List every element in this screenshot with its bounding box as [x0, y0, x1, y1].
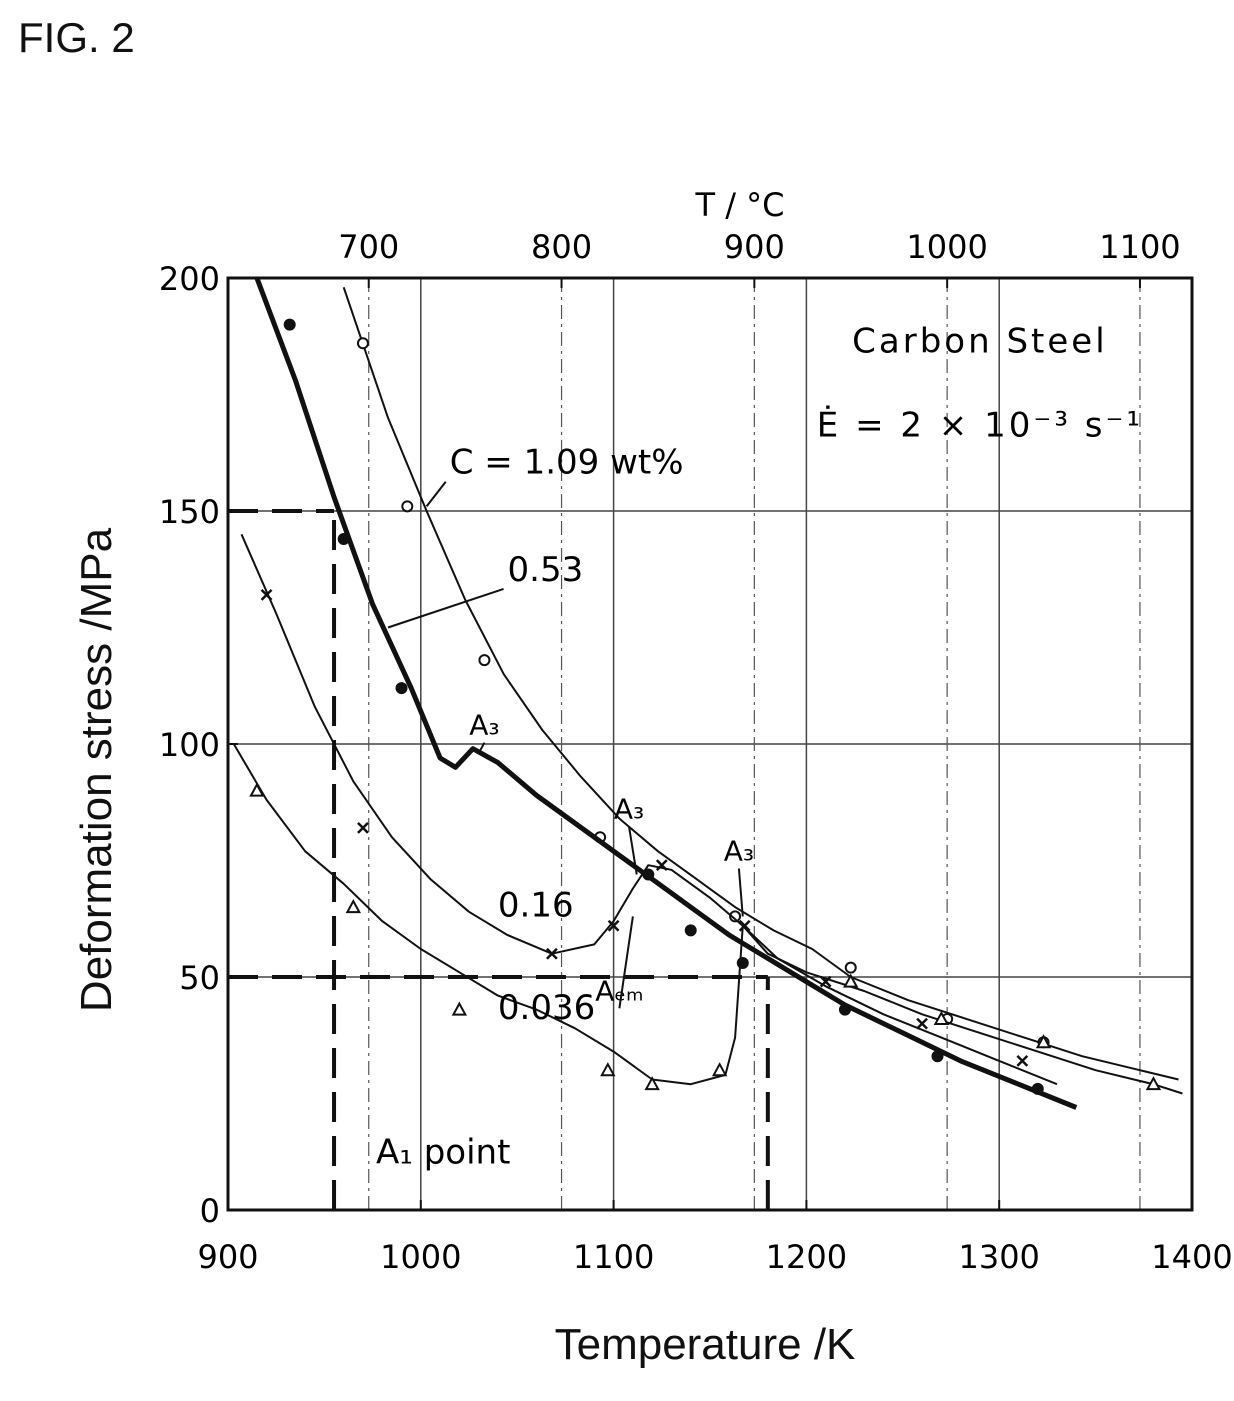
x-tick-label: 1400: [1151, 1238, 1232, 1276]
data-point: [451, 1001, 468, 1016]
top-tick-label: 700: [338, 228, 399, 266]
data-point: [838, 1003, 851, 1016]
transition-arrow: [618, 916, 634, 1009]
top-tick-label: 800: [531, 228, 592, 266]
series-line-0: [342, 286, 1179, 1081]
chart-title: Carbon Steel: [852, 322, 1108, 362]
data-point: [337, 532, 350, 545]
x-tick-label: 1200: [766, 1238, 847, 1276]
y-tick-label: 200: [159, 260, 220, 298]
data-point: [283, 318, 296, 331]
data-point: [933, 1010, 950, 1025]
strain-rate-label: Ė = 2 × 10⁻³ s⁻¹: [817, 405, 1143, 445]
transition-arrow: [477, 742, 486, 754]
data-point: [1145, 1076, 1162, 1091]
data-point: [729, 910, 742, 923]
data-point: [478, 654, 491, 667]
data-point: [736, 957, 749, 970]
a1-point-label: A₁ point: [376, 1132, 510, 1172]
data-point: [260, 588, 273, 601]
data-point: [931, 1050, 944, 1063]
series-label-2: 0.16: [498, 885, 574, 925]
annotations: C = 1.09 wt%0.530.160.036A₃A₃A₃AₑₘCarbon…: [387, 322, 1143, 1028]
y-tick-label: 0: [200, 1192, 220, 1230]
top-tick-label: 900: [724, 228, 785, 266]
series-label-3: 0.036: [498, 988, 595, 1028]
data-point: [655, 859, 668, 872]
data-point: [356, 337, 369, 350]
data-point: [1016, 1054, 1029, 1067]
transition-label: A₃: [614, 793, 644, 826]
series-label-arrow: [387, 587, 504, 629]
transition-arrow: [737, 868, 744, 917]
data-point: [916, 1017, 928, 1030]
data-point: [345, 899, 362, 914]
y-axis-label: Deformation stress /MPa: [72, 527, 121, 1013]
tick-labels: 900 1000 1100 1200 1300 1400 0 50 100 150 200 700 80…: [159, 186, 1233, 1276]
y-tick-label: 100: [159, 726, 220, 764]
top-tick-label: 1000: [906, 228, 987, 266]
data-point: [711, 1062, 728, 1077]
series-group: [232, 277, 1183, 1110]
x-tick-label: 1100: [573, 1238, 654, 1276]
series-line-1: [254, 277, 1078, 1110]
data-point: [1031, 1082, 1044, 1095]
data-point: [600, 1062, 616, 1077]
top-tick-label: 1100: [1099, 228, 1180, 266]
y-tick-label: 150: [159, 493, 220, 531]
data-point: [644, 1076, 660, 1091]
series-label-arrow: [425, 481, 447, 507]
top-axis-label: T / °C: [694, 186, 784, 224]
data-point: [249, 782, 265, 797]
data-point: [1035, 1034, 1052, 1049]
data-point: [357, 821, 369, 834]
data-point: [843, 973, 859, 988]
figure-label: FIG. 2: [18, 14, 135, 61]
x-tick-label: 1300: [958, 1238, 1039, 1276]
data-point: [546, 947, 558, 960]
transition-arrow: [628, 826, 638, 875]
data-point: [395, 682, 408, 695]
data-point: [684, 924, 697, 937]
data-point: [607, 919, 620, 932]
x-tick-label: 900: [197, 1238, 258, 1276]
data-point: [401, 500, 414, 513]
transition-label: A₃: [469, 709, 499, 742]
series-line-2: [240, 533, 1058, 1086]
series-label-1: 0.53: [508, 550, 584, 590]
data-point: [738, 919, 751, 932]
transition-label: A₃: [724, 835, 754, 868]
reference-lines: A₁ point: [228, 509, 770, 1210]
series-label-0: C = 1.09 wt%: [450, 443, 684, 483]
data-point: [844, 961, 857, 974]
y-tick-label: 50: [179, 959, 220, 997]
x-axis-label: Temperature /K: [554, 1320, 856, 1369]
series-line-3: [232, 743, 1183, 1095]
x-tick-label: 1000: [380, 1238, 461, 1276]
